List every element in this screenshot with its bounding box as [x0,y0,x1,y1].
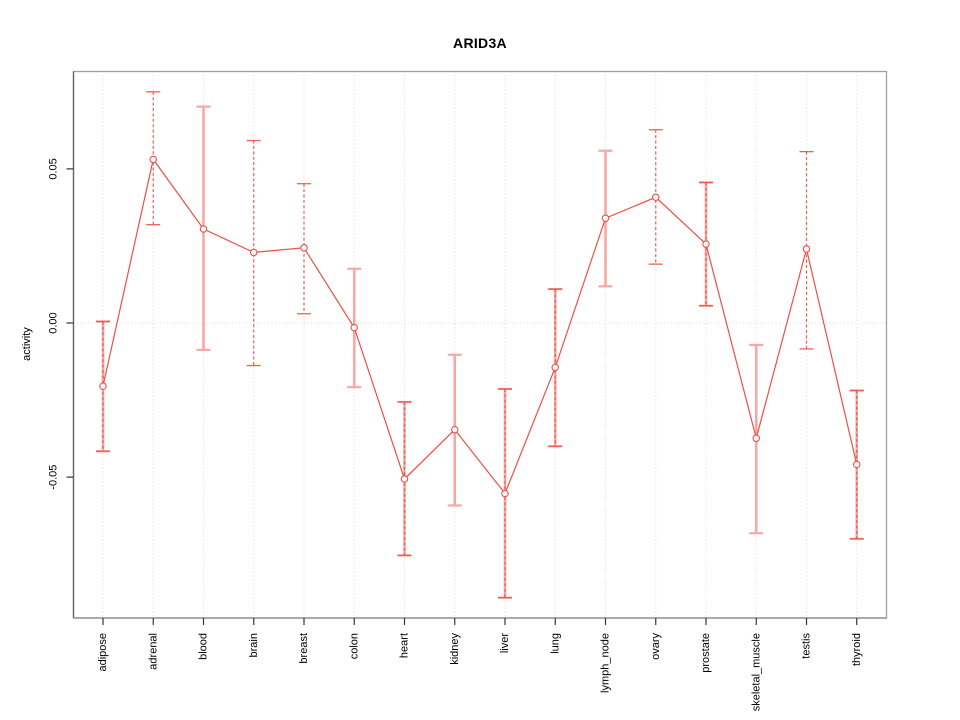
data-point-testis [802,245,811,253]
data-point-thyroid [852,460,861,469]
data-point-adrenal [149,155,158,164]
x-tick-label: heart [399,633,411,658]
y-tick-label: 0.05 [48,158,60,179]
data-point-skeletal_muscle [752,434,760,443]
data-point-kidney [450,425,459,434]
x-tick-label: lymph_node [600,633,612,693]
x-tick-label: ovary [650,633,662,660]
x-tick-label: colon [348,633,360,659]
data-point-breast [300,244,308,252]
x-tick-label: adrenal [147,633,159,670]
x-tick-label: testis [801,633,813,659]
data-point-brain [250,248,258,257]
data-point-blood [199,225,208,233]
x-tick-label: lung [549,633,561,654]
y-tick-label: 0.00 [48,312,60,333]
x-tick-label: thyroid [851,633,863,666]
x-tick-label: brain [248,633,260,657]
data-point-prostate [702,240,710,248]
data-point-colon [350,323,358,332]
x-tick-label: skeletal_muscle [750,633,762,711]
chart-title: ARID3A [453,35,507,51]
data-point-lymph_node [601,214,610,222]
x-tick-label: liver [499,633,511,654]
x-tick-label: adipose [97,633,109,672]
data-point-adipose [99,382,107,390]
x-tick-label: blood [198,633,210,660]
x-tick-label: kidney [449,633,461,665]
plot-box [72,70,888,619]
x-tick-label: prostate [700,633,712,673]
series-line [102,157,858,495]
y-tick-label: -0.05 [48,465,60,490]
data-point-lung [551,363,559,372]
data-point-ovary [651,193,660,202]
data-point-heart [400,475,409,483]
data-point-liver [501,489,509,498]
x-tick-label: breast [298,633,310,664]
